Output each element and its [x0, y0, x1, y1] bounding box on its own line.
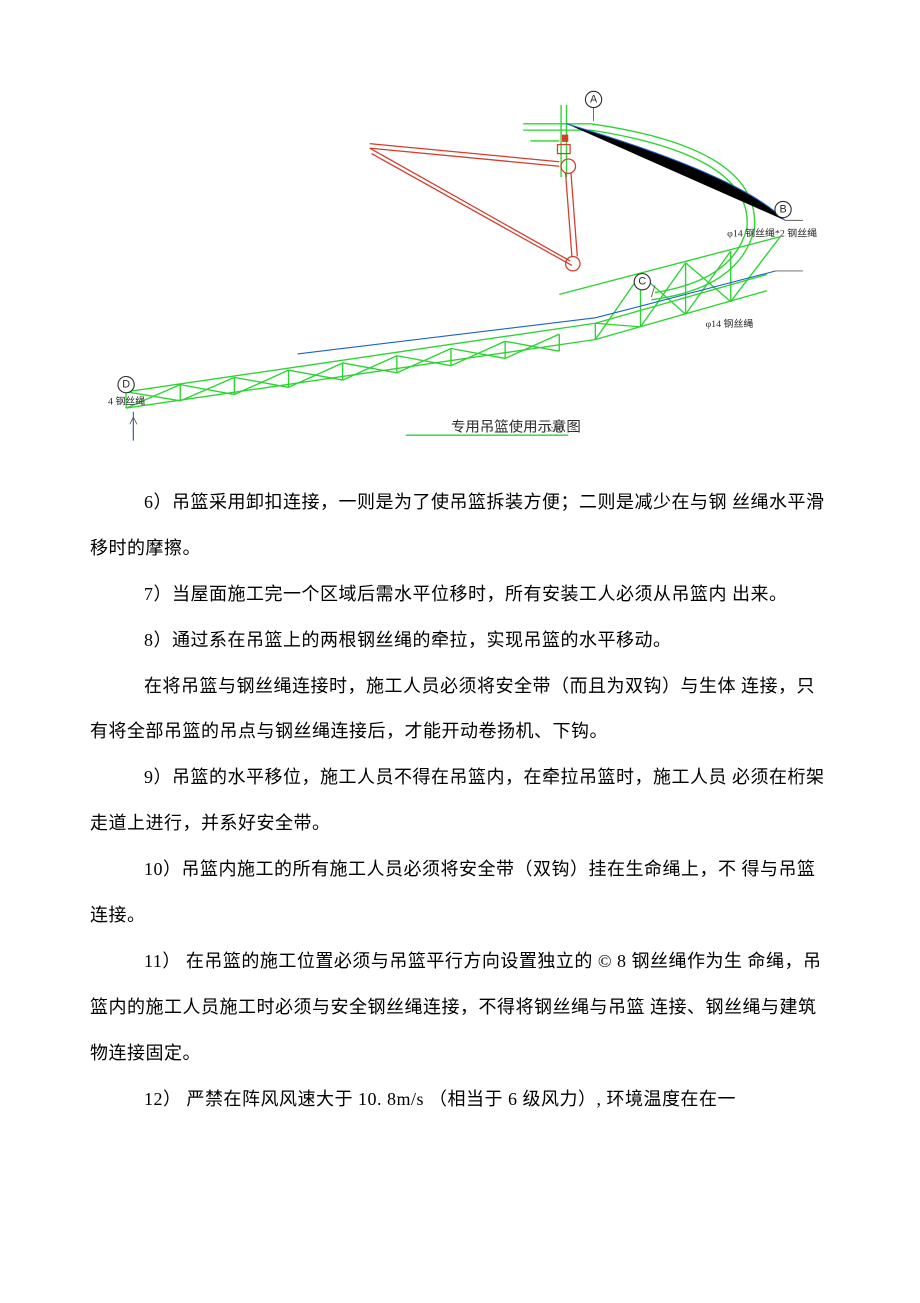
para-11: 11） 在吊篮的施工位置必须与吊篮平行方向设置独立的 © 8 钢丝绳作为生 命绳… — [90, 939, 830, 1077]
para-9: 9）吊篮的水平移位，施工人员不得在吊篮内，在牵拉吊篮时，施工人员 必须在桁架走道… — [90, 755, 830, 847]
marker-a: A — [590, 93, 598, 105]
annot-right-1: φ14 钢丝绳*2 钢丝绳 — [727, 227, 817, 240]
para-10: 10）吊篮内施工的所有施工人员必须将安全带（双钩）挂在生命绳上，不 得与吊篮连接… — [90, 847, 830, 939]
marker-b: B — [779, 204, 786, 216]
marker-c: C — [638, 276, 646, 288]
marker-d: D — [122, 379, 130, 391]
para-12: 12） 严禁在阵风风速大于 10. 8m/s （相当于 6 级风力）, 环境温度… — [90, 1077, 830, 1123]
annot-right-2: φ14 钢丝绳 — [705, 317, 753, 330]
diagram-caption-ratio: 1:40 — [546, 424, 564, 435]
para-6: 6）吊篮采用卸扣连接，一则是为了使吊篮拆装方便；二则是减少在与钢 丝绳水平滑移时… — [90, 480, 830, 572]
gondola-diagram: A B C D φ14 钢丝绳*2 钢丝绳 φ14 钢丝绳 4 钢丝绳 专用吊篮… — [90, 80, 830, 460]
para-8b: 在将吊篮与钢丝绳连接时，施工人员必须将安全带（而且为双钩）与生体 连接，只有将全… — [90, 664, 830, 756]
annot-left: 4 钢丝绳 — [108, 394, 145, 407]
para-8a: 8）通过系在吊篮上的两根钢丝绳的牵拉，实现吊篮的水平移动。 — [90, 618, 830, 664]
para-7: 7）当屋面施工完一个区域后需水平位移时，所有安装工人必须从吊篮内 出来。 — [90, 572, 830, 618]
page-root: A B C D φ14 钢丝绳*2 钢丝绳 φ14 钢丝绳 4 钢丝绳 专用吊篮… — [0, 0, 920, 1303]
